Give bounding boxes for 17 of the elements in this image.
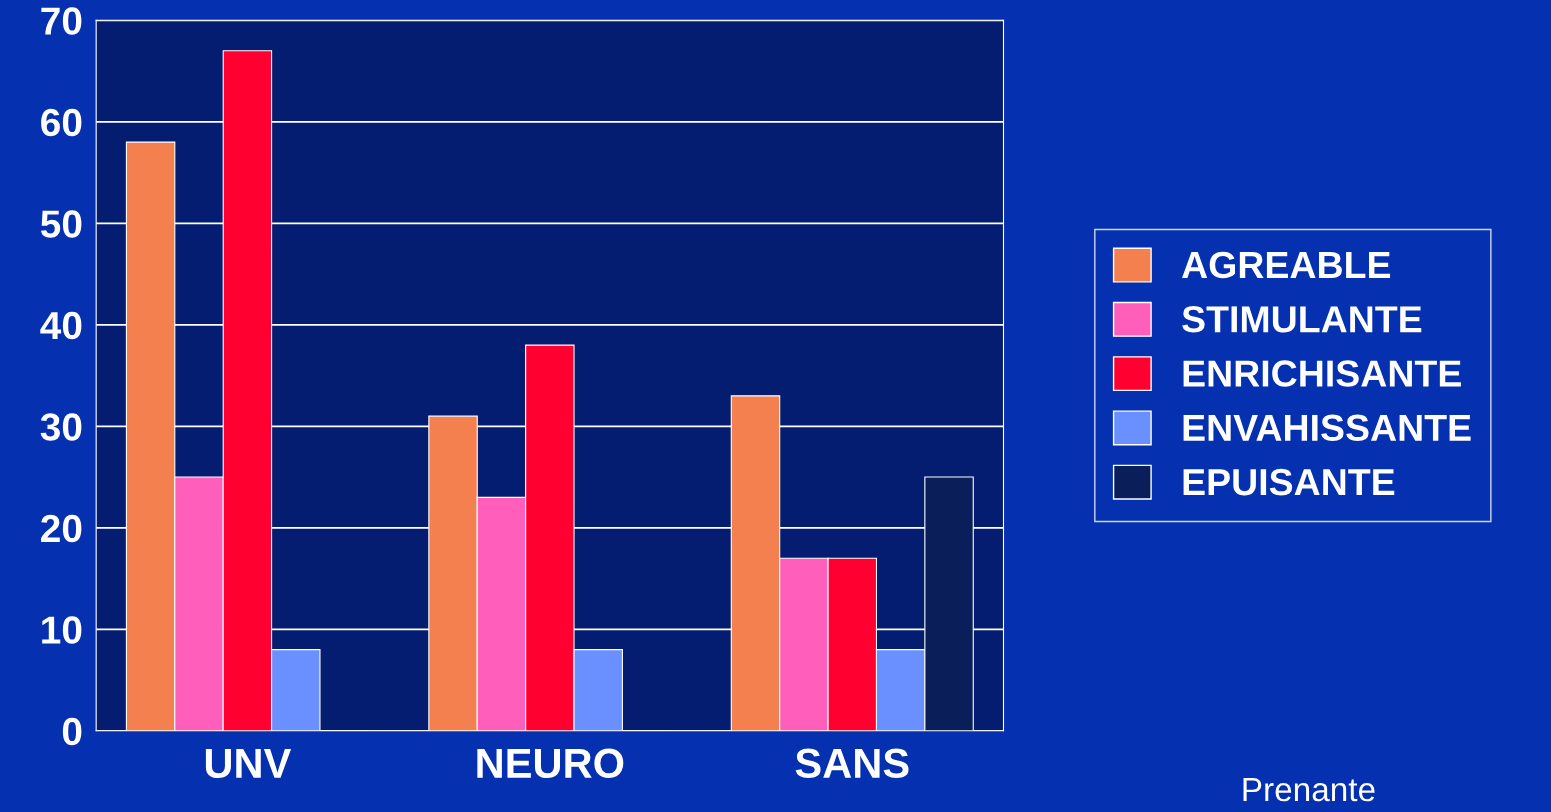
legend-label: AGREABLE [1182, 251, 1391, 279]
x-tick-label: SANS [795, 748, 909, 779]
y-tick-label: 30 [40, 413, 82, 441]
y-tick-label: 60 [41, 108, 82, 137]
text: Prenante [1243, 778, 1375, 802]
y-tick-label: 20 [41, 514, 82, 543]
legend-label: ENRICHISANTE [1183, 360, 1461, 387]
y-tick-label: 0 [62, 717, 82, 746]
legend-label: EPUISANTE [1183, 468, 1395, 496]
y-tick-label: 50 [40, 210, 82, 238]
x-tick-label: UNV [205, 749, 292, 779]
y-tick-label: 70 [41, 7, 82, 35]
legend-label: STIMULANTE [1182, 306, 1422, 333]
x-tick-label: NEURO [477, 748, 624, 779]
y-tick-label: 10 [42, 616, 82, 644]
legend-label: ENVAHISSANTE [1183, 414, 1471, 442]
y-tick-label: 40 [40, 311, 82, 340]
